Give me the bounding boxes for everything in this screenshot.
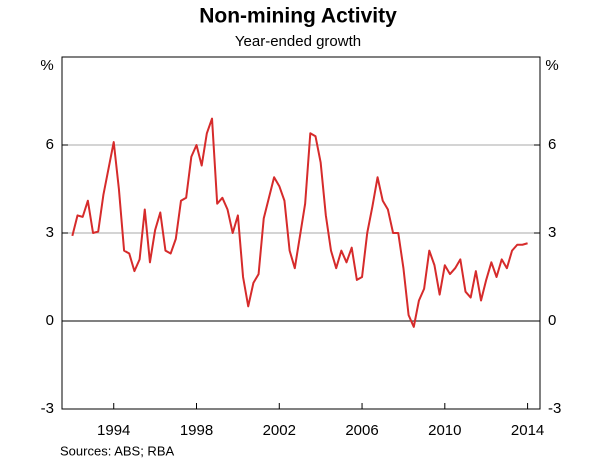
plot-frame [61, 56, 541, 410]
chart-subtitle: Year-ended growth [235, 33, 361, 50]
y-tick-label: 0 [46, 312, 54, 329]
chart-title: Non-mining Activity [199, 5, 397, 28]
y2-tick-label: 3 [548, 224, 556, 241]
y-tick-label: 6 [46, 136, 54, 153]
y2-tick-label: 6 [548, 136, 556, 153]
data-line [71, 117, 528, 328]
x-tick-label: 1994 [97, 422, 130, 439]
x-tick-label: 2010 [428, 422, 461, 439]
x-tick-label: 2014 [511, 422, 544, 439]
x-tick-label: 2002 [263, 422, 296, 439]
y-tick-label: 3 [46, 224, 54, 241]
y-axis-label: % [40, 57, 53, 74]
y2-tick-label: -3 [548, 400, 561, 417]
y2-axis-label: % [545, 57, 558, 74]
x-tick-label: 1998 [180, 422, 213, 439]
x-tick-label: 2006 [345, 422, 378, 439]
y-tick-label: -3 [41, 400, 54, 417]
y2-tick-label: 0 [548, 312, 556, 329]
source-note: Sources: ABS; RBA [60, 443, 174, 458]
